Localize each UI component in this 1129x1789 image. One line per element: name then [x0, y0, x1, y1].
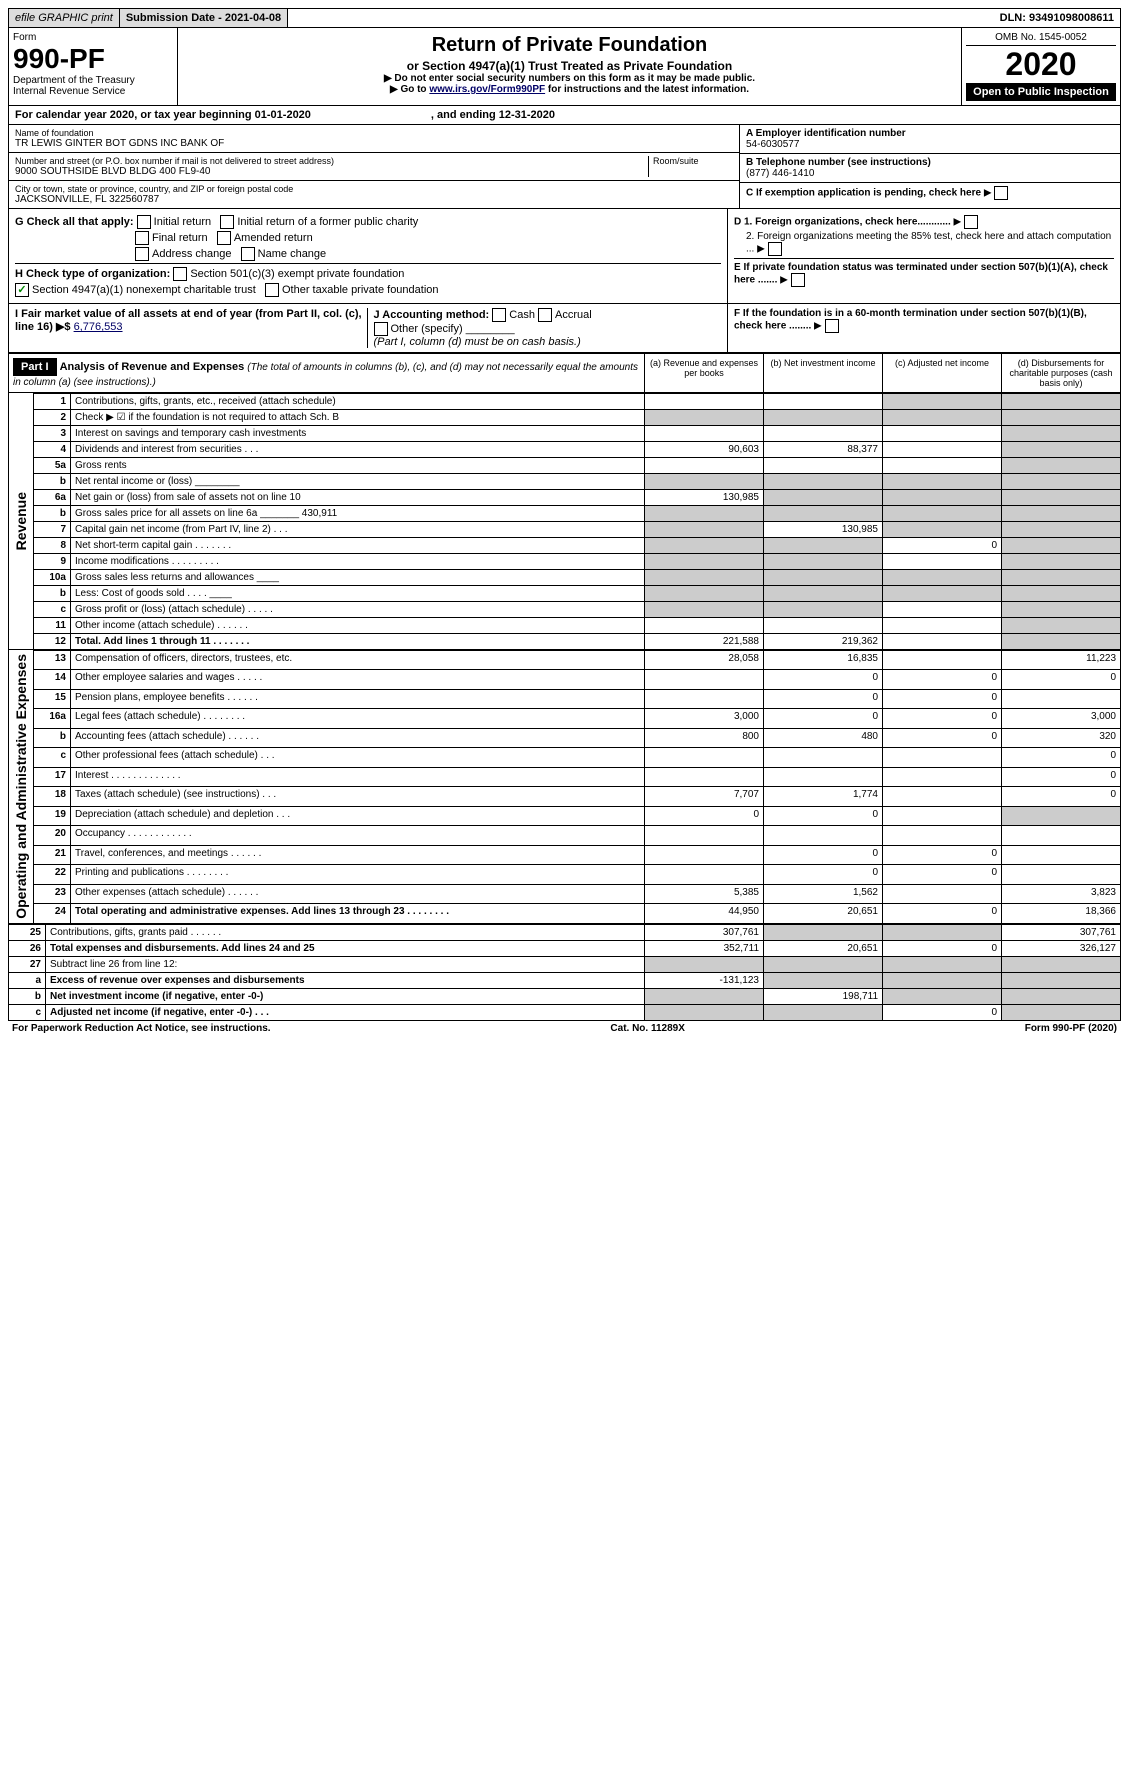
revenue-section: Revenue 1Contributions, gifts, grants, e…: [8, 393, 1121, 650]
irs-label: Internal Revenue Service: [13, 86, 173, 97]
h-label: H Check type of organization:: [15, 268, 170, 280]
h-chk-0[interactable]: [173, 267, 187, 281]
submission-date: Submission Date - 2021-04-08: [120, 9, 288, 27]
h-chk-1[interactable]: ✓: [15, 283, 29, 297]
j-other-chk[interactable]: [374, 322, 388, 336]
name-label: Name of foundation: [15, 128, 733, 138]
ein-value: 54-6030577: [746, 139, 1114, 150]
col-d-hdr: (d) Disbursements for charitable purpose…: [1001, 354, 1120, 392]
dln: DLN: 93491098008611: [994, 9, 1120, 27]
f-label: F If the foundation is in a 60-month ter…: [734, 308, 1087, 332]
d1-checkbox[interactable]: [964, 215, 978, 229]
revenue-vlabel: Revenue: [9, 488, 33, 554]
info-grid: Name of foundation TR LEWIS GINTER BOT G…: [8, 125, 1121, 209]
form-header: Form 990-PF Department of the Treasury I…: [8, 28, 1121, 106]
g-chk-1[interactable]: [220, 215, 234, 229]
footer-right: Form 990-PF (2020): [1025, 1023, 1117, 1034]
footer-left: For Paperwork Reduction Act Notice, see …: [12, 1023, 271, 1034]
form-number: 990-PF: [13, 43, 173, 75]
j-label: J Accounting method:: [374, 309, 490, 321]
calendar-year-line: For calendar year 2020, or tax year begi…: [8, 106, 1121, 125]
j-accrual-chk[interactable]: [538, 308, 552, 322]
g-chk-2[interactable]: [135, 231, 149, 245]
form-word: Form: [13, 32, 173, 43]
dept-label: Department of the Treasury: [13, 75, 173, 86]
g-chk-4[interactable]: [135, 247, 149, 261]
expenses-table: 13Compensation of officers, directors, t…: [33, 650, 1121, 924]
g-chk-5[interactable]: [241, 247, 255, 261]
city-value: JACKSONVILLE, FL 322560787: [15, 194, 733, 205]
d1-label: D 1. Foreign organizations, check here..…: [734, 217, 951, 228]
top-bar: efile GRAPHIC print Submission Date - 20…: [8, 8, 1121, 28]
address-label: Number and street (or P.O. box number if…: [15, 156, 648, 166]
j-cash-chk[interactable]: [492, 308, 506, 322]
revenue-table: 1Contributions, gifts, grants, etc., rec…: [33, 393, 1121, 650]
note-2: ▶ Go to www.irs.gov/Form990PF for instru…: [182, 84, 957, 95]
address: 9000 SOUTHSIDE BLVD BLDG 400 FL9-40: [15, 166, 648, 177]
ein-label: A Employer identification number: [746, 128, 1114, 139]
page-footer: For Paperwork Reduction Act Notice, see …: [8, 1021, 1121, 1036]
efile-label: efile GRAPHIC print: [9, 9, 120, 27]
g-chk-0[interactable]: [137, 215, 151, 229]
i-label: I Fair market value of all assets at end…: [15, 308, 362, 333]
instructions-link[interactable]: www.irs.gov/Form990PF: [429, 84, 545, 95]
d2-checkbox[interactable]: [768, 242, 782, 256]
j-note: (Part I, column (d) must be on cash basi…: [374, 336, 581, 348]
col-a-hdr: (a) Revenue and expenses per books: [644, 354, 763, 392]
room-label: Room/suite: [653, 156, 733, 166]
part1-badge: Part I: [13, 358, 57, 376]
expenses-vlabel: Operating and Administrative Expenses: [9, 650, 33, 923]
ijf-section: I Fair market value of all assets at end…: [8, 304, 1121, 353]
f-checkbox[interactable]: [825, 319, 839, 333]
check-section: G Check all that apply: Initial return I…: [8, 209, 1121, 304]
h-chk-2[interactable]: [265, 283, 279, 297]
part1-header: Part I Analysis of Revenue and Expenses …: [8, 353, 1121, 393]
g-chk-3[interactable]: [217, 231, 231, 245]
form-title: Return of Private Foundation: [182, 34, 957, 57]
omb-number: OMB No. 1545-0052: [966, 32, 1116, 46]
fmv-link[interactable]: 6,776,553: [74, 321, 123, 333]
open-public-badge: Open to Public Inspection: [966, 83, 1116, 101]
g-label: G Check all that apply:: [15, 216, 134, 228]
city-label: City or town, state or province, country…: [15, 184, 733, 194]
phone-value: (877) 446-1410: [746, 168, 1114, 179]
phone-label: B Telephone number (see instructions): [746, 157, 1114, 168]
note-1: ▶ Do not enter social security numbers o…: [182, 73, 957, 84]
foundation-name: TR LEWIS GINTER BOT GDNS INC BANK OF: [15, 138, 733, 149]
e-checkbox[interactable]: [791, 273, 805, 287]
end-table: 25Contributions, gifts, grants paid . . …: [8, 924, 1121, 1021]
col-c-hdr: (c) Adjusted net income: [882, 354, 1001, 392]
c-label: C If exemption application is pending, c…: [746, 188, 981, 199]
footer-mid: Cat. No. 11289X: [610, 1023, 684, 1034]
form-subtitle: or Section 4947(a)(1) Trust Treated as P…: [182, 59, 957, 73]
expenses-section: Operating and Administrative Expenses 13…: [8, 650, 1121, 924]
col-b-hdr: (b) Net investment income: [763, 354, 882, 392]
tax-year: 2020: [966, 46, 1116, 83]
c-checkbox[interactable]: [994, 186, 1008, 200]
d2-label: 2. Foreign organizations meeting the 85%…: [746, 231, 1111, 255]
part1-title: Analysis of Revenue and Expenses: [60, 361, 248, 373]
